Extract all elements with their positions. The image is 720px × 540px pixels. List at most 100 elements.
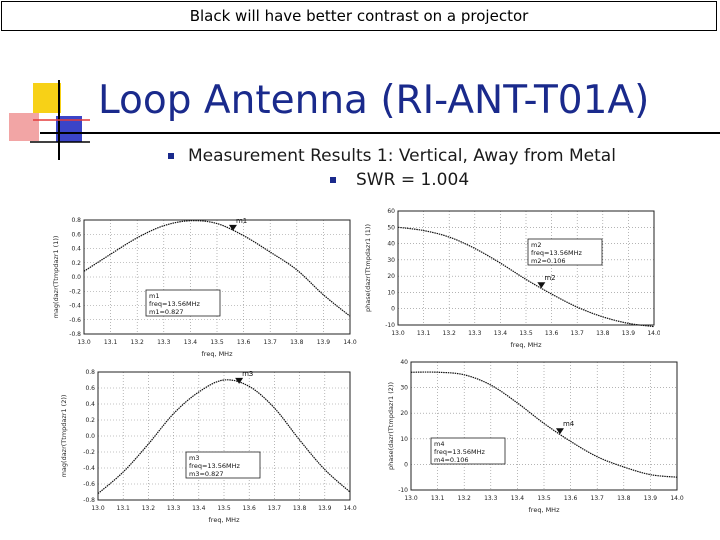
y-tick-label: 50: [387, 224, 395, 231]
y-tick-label: 0.6: [71, 231, 81, 238]
title-divider: [40, 132, 720, 134]
y-tick-label: 30: [387, 257, 395, 264]
chart-bottom-right: 13.0 13.1 13.2 13.3 13.4 13.5 13.6 13.7 13.8 13.9…: [387, 359, 684, 514]
x-tick-label: 13.2: [131, 339, 145, 346]
y-tick-label: 60: [387, 208, 395, 215]
y-axis-label: mag(dazr(Ttmpdazr1 (1)): [52, 236, 60, 319]
y-tick-label: 0.4: [71, 246, 81, 253]
x-tick-label: 13.3: [468, 330, 482, 337]
y-tick-label: -0.4: [69, 303, 81, 310]
x-tick-label: 13.2: [443, 330, 457, 337]
bullet-text: Measurement Results 1: Vertical, Away fr…: [188, 146, 616, 166]
x-tick-label: 13.7: [591, 495, 605, 502]
y-tick-label: 0: [391, 306, 395, 313]
x-axis-label: freq, MHz: [529, 506, 561, 514]
x-tick-label: 13.0: [391, 330, 405, 337]
x-tick-label: 13.8: [293, 505, 307, 512]
marker-readout-line: m1=0.827: [149, 308, 184, 316]
marker-label: m4: [563, 420, 575, 428]
marker-label: m1: [236, 217, 247, 225]
y-axis-label: phase(dazr(Ttmpdazr1 (2)): [387, 382, 395, 470]
y-tick-label: 40: [387, 241, 395, 248]
series-line: [97, 379, 351, 495]
series-line: [410, 371, 678, 478]
marker-readout-line: m1: [149, 292, 159, 300]
y-tick-label: 0.0: [85, 433, 95, 440]
marker-readout-line: freq=13.56MHz: [149, 300, 200, 308]
y-tick-label: -0.6: [69, 317, 81, 324]
bullet-swr: SWR = 1.004: [330, 170, 469, 190]
chart-top-right: 13.0 13.1 13.2 13.3 13.4 13.5 13.6 13.7 13.8 13.9…: [364, 208, 660, 349]
y-tick-label: 0: [404, 461, 408, 468]
x-tick-label: 13.9: [317, 339, 331, 346]
plot-frame: [83, 219, 351, 335]
marker-label: m2: [544, 274, 555, 282]
marker-readout-line: m4=0.106: [434, 456, 469, 464]
y-tick-label: 0.8: [71, 217, 81, 224]
x-tick-label: 13.8: [617, 495, 631, 502]
y-axis-label: mag(dazr(Ttmpdazr1 (2)): [60, 395, 68, 478]
series-line: [83, 220, 351, 317]
y-tick-label: 0.6: [85, 385, 95, 392]
marker-readout-line: m3: [189, 454, 199, 462]
x-tick-label: 13.4: [184, 339, 198, 346]
y-tick-label: 0.0: [71, 274, 81, 281]
x-tick-label: 13.5: [210, 339, 224, 346]
x-tick-label: 13.6: [564, 495, 578, 502]
x-tick-label: 13.1: [431, 495, 445, 502]
y-tick-label: 40: [400, 359, 408, 366]
marker-label: m3: [242, 370, 253, 378]
x-tick-label: 14.0: [343, 505, 357, 512]
y-tick-label: -0.2: [83, 449, 95, 456]
x-tick-label: 13.5: [519, 330, 533, 337]
y-tick-label: 20: [400, 410, 408, 417]
y-tick-label: -0.2: [69, 288, 81, 295]
plot-frame: [397, 210, 655, 326]
x-tick-label: 13.7: [264, 339, 278, 346]
x-axis-label: freq, MHz: [202, 350, 234, 358]
plot-frame: [410, 361, 678, 491]
x-tick-label: 13.3: [167, 505, 181, 512]
series-line: [397, 226, 655, 328]
x-tick-label: 13.3: [157, 339, 171, 346]
plot-frame: [97, 371, 351, 501]
y-tick-label: -10: [385, 322, 395, 329]
marker-readout-line: m2=0.106: [531, 257, 566, 265]
y-tick-label: 0.2: [85, 417, 95, 424]
marker-triangle: [235, 377, 244, 384]
y-tick-label: 0.2: [71, 260, 81, 267]
x-tick-label: 13.6: [243, 505, 257, 512]
x-tick-label: 14.0: [343, 339, 357, 346]
y-axis-label: phase(dazr(Ttmpdazr1 (1)): [364, 224, 372, 312]
projector-note-banner: Black will have better contrast on a pro…: [1, 1, 717, 31]
x-tick-label: 13.8: [290, 339, 304, 346]
bullet-measurement-results: Measurement Results 1: Vertical, Away fr…: [168, 146, 616, 166]
y-tick-label: 10: [400, 436, 408, 443]
slide-title: Loop Antenna (RI-ANT-T01A): [98, 78, 650, 123]
x-tick-label: 13.1: [104, 339, 118, 346]
x-tick-label: 14.0: [647, 330, 660, 337]
x-tick-label: 13.0: [77, 339, 91, 346]
bullet-marker: [168, 153, 174, 159]
x-tick-label: 14.0: [670, 495, 684, 502]
y-tick-label: 30: [400, 385, 408, 392]
y-tick-label: -10: [398, 487, 408, 494]
chart-top-left: 13.0 13.1 13.2 13.3 13.4 13.5 13.6 13.7 13.8 13.9…: [52, 217, 357, 358]
y-tick-label: -0.6: [83, 481, 95, 488]
x-tick-label: 13.5: [537, 495, 551, 502]
y-tick-label: 0.4: [85, 401, 95, 408]
x-tick-label: 13.6: [545, 330, 559, 337]
marker-readout-box: [527, 238, 603, 266]
marker-readout-line: freq=13.56MHz: [434, 448, 485, 456]
bullet-marker: [330, 177, 336, 183]
x-tick-label: 13.6: [237, 339, 251, 346]
marker-triangle: [537, 282, 546, 289]
y-tick-label: -0.8: [69, 331, 81, 338]
y-tick-label: 0.8: [85, 369, 95, 376]
y-tick-label: 10: [387, 289, 395, 296]
y-tick-label: 20: [387, 273, 395, 280]
slide-logo-graphic: [9, 80, 90, 160]
x-axis-label: freq, MHz: [511, 341, 543, 349]
x-tick-label: 13.0: [91, 505, 105, 512]
x-tick-label: 13.9: [644, 495, 658, 502]
